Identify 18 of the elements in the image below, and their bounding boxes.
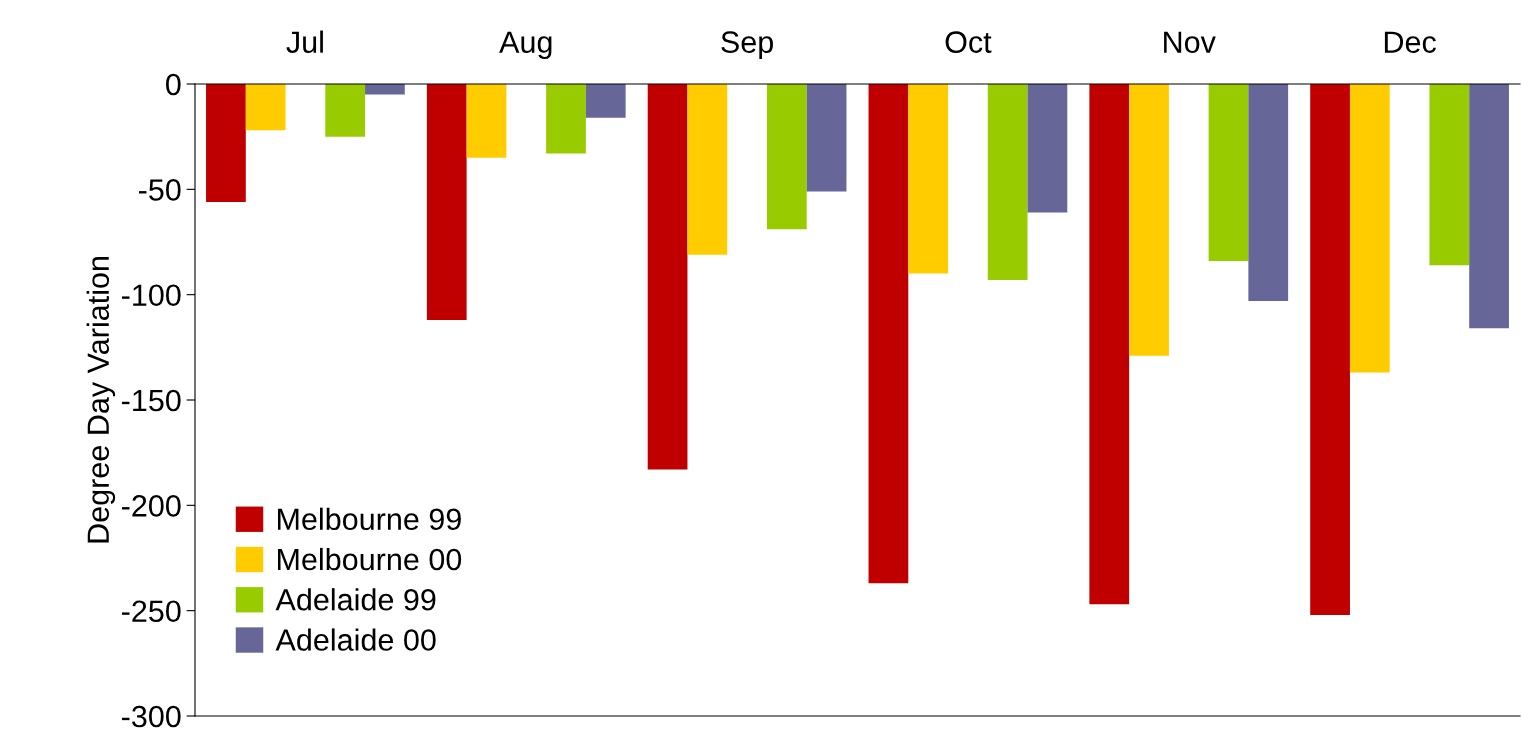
y-tick-label: -200 <box>122 495 181 517</box>
x-tick-label: Dec <box>1384 31 1436 53</box>
x-tick-label: Oct <box>945 31 992 53</box>
y-tick-label: -100 <box>122 284 181 307</box>
y-tick-label: -150 <box>122 389 181 412</box>
x-tick-label: Nov <box>1164 31 1216 53</box>
legend-label: Adelaide 99 <box>275 588 436 611</box>
y-tick-label: 0 <box>166 73 181 96</box>
legend-label: Adelaide 00 <box>275 628 436 651</box>
legend-label: Melbourne 00 <box>277 547 462 571</box>
y-axis-title: Degree Day Variation <box>86 257 116 543</box>
y-tick-label: -50 <box>139 179 181 201</box>
x-tick-label: Sep <box>721 31 773 59</box>
y-tick-label: -250 <box>122 600 181 623</box>
y-tick-label: -300 <box>122 705 181 728</box>
legend-label: Melbourne 99 <box>277 507 461 531</box>
x-tick-label: Aug <box>499 31 552 59</box>
x-tick-label: Jul <box>286 30 323 53</box>
